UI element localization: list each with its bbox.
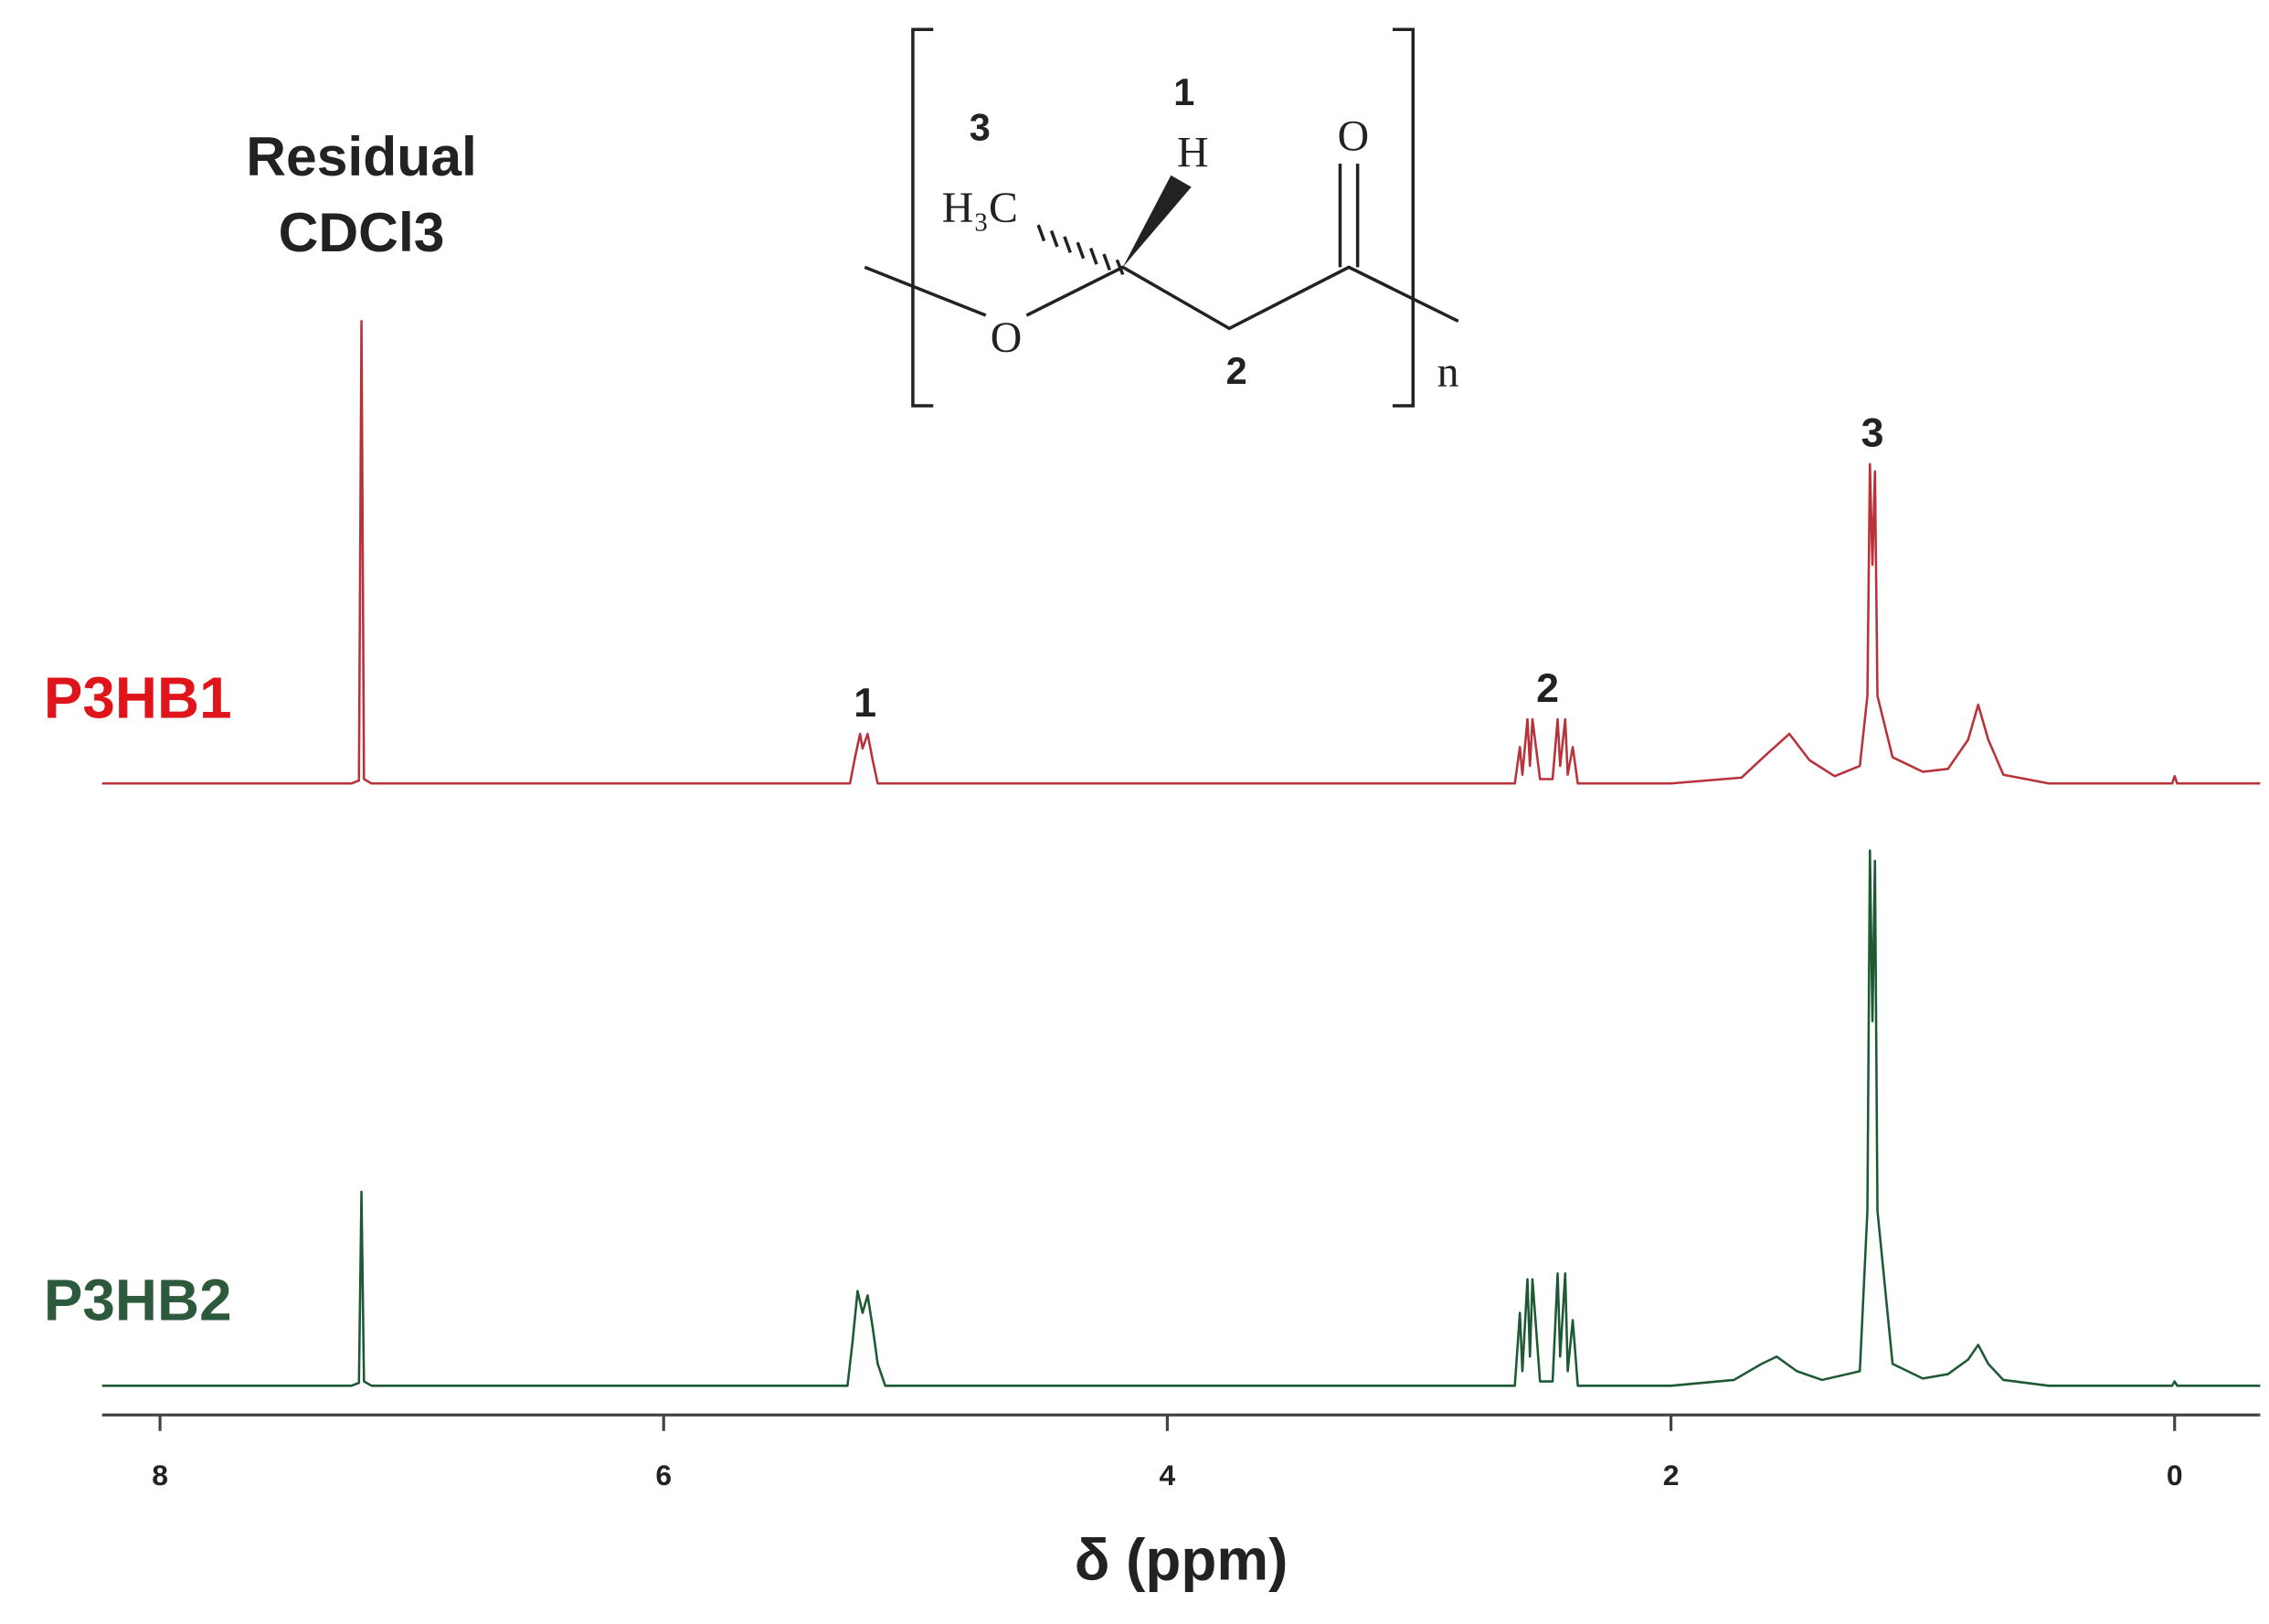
x-tick-label: 4 (1160, 1459, 1176, 1491)
spectrum-line (101, 849, 2261, 1387)
peak-annotation: Residual (246, 125, 477, 187)
locant: 2 (1226, 349, 1247, 392)
x-tick-label: 8 (152, 1459, 168, 1491)
repeat-label: n (1437, 348, 1459, 397)
x-tick-label: 0 (2167, 1459, 2183, 1491)
locant: 1 (1173, 70, 1194, 113)
x-tick-label: 6 (655, 1459, 672, 1491)
atom-label: H₃C (942, 184, 1018, 232)
backbone (864, 164, 1459, 331)
structure: O O H H₃C n 3 1 2 (864, 27, 1459, 408)
wedge-bond (1122, 175, 1192, 268)
spectrum-line (101, 320, 2261, 785)
atom-label: H (1177, 128, 1209, 176)
peak-annotation: 2 (1536, 666, 1559, 711)
peak-annotation: CDCl3 (279, 201, 445, 263)
hashed-bond (1036, 224, 1125, 276)
peak-annotation: 3 (1861, 411, 1884, 456)
x-tick-label: 2 (1663, 1459, 1680, 1491)
atom-label: O (1338, 112, 1370, 161)
locant: 3 (970, 106, 991, 149)
series-label: P3HB2 (44, 1268, 232, 1333)
peak-annotation: 1 (854, 681, 876, 726)
x-axis-title: δ (ppm) (1075, 1527, 1288, 1593)
atom-label: O (991, 313, 1023, 362)
series-label: P3HB1 (44, 664, 232, 730)
repeat-brackets (911, 27, 1415, 408)
